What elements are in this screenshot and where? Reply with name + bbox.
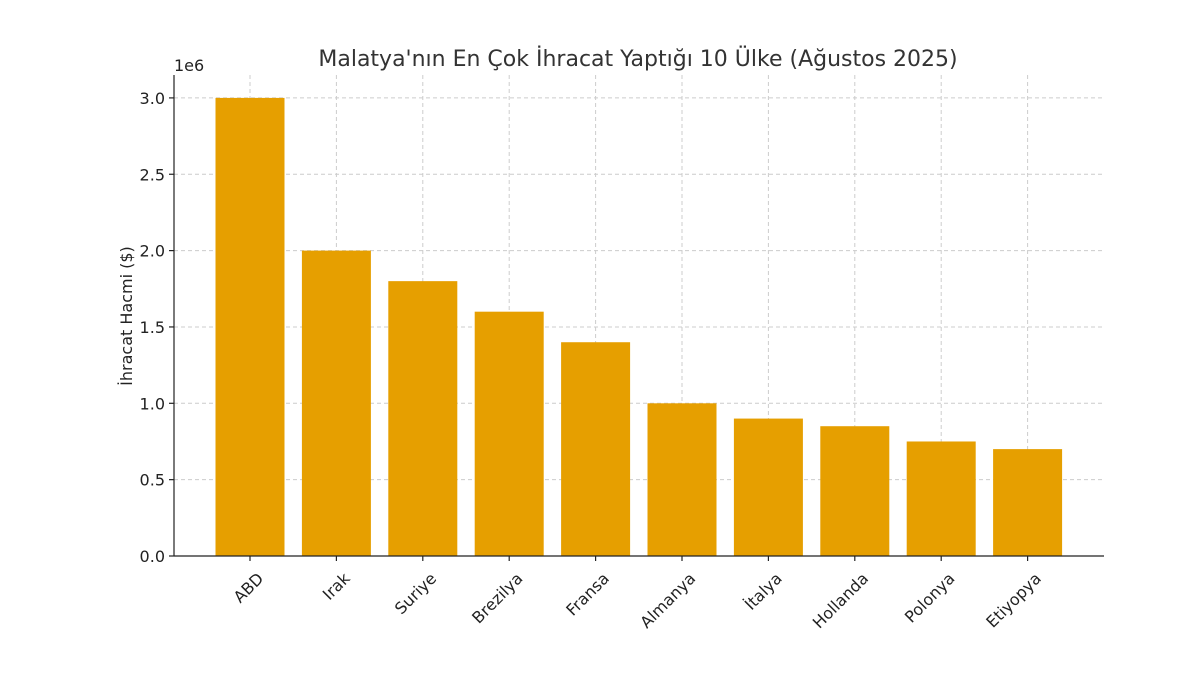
y-tick-label: 2.5 <box>140 165 165 184</box>
x-tick-label: ABD <box>230 569 268 607</box>
y-tick-label: 0.0 <box>140 547 165 566</box>
x-tick-label: Almanya <box>636 569 699 632</box>
bars <box>215 97 1063 557</box>
x-tick-label: Suriye <box>391 569 440 618</box>
x-tick-label: Etiyopya <box>982 569 1045 632</box>
axes <box>173 75 1104 557</box>
chart-title: Malatya'nın En Çok İhracat Yaptığı 10 Ül… <box>318 46 957 72</box>
y-tick-label: 1.0 <box>140 394 165 413</box>
y-axis-label: İhracat Hacmi ($) <box>117 246 136 386</box>
y-tick-label: 0.5 <box>140 471 165 490</box>
bar-2 <box>388 281 458 556</box>
x-tick-label: Brezilya <box>468 569 526 627</box>
y-tick-label: 3.0 <box>140 89 165 108</box>
bar-5 <box>647 403 717 556</box>
x-ticks: ABD Irak Suriye Brezilya Fransa Almanya İtalya… <box>230 556 1045 632</box>
bar-6 <box>733 418 803 556</box>
y-ticks: 0.0 0.5 1.0 1.5 2.0 2.5 3.0 <box>140 89 174 566</box>
bar-4 <box>561 342 631 556</box>
bar-7 <box>820 426 890 556</box>
bar-9 <box>993 449 1063 556</box>
x-tick-label: Hollanda <box>809 569 872 632</box>
bar-8 <box>906 441 976 556</box>
x-tick-label: Polonya <box>901 569 959 627</box>
y-tick-label: 2.0 <box>140 242 165 261</box>
y-tick-label: 1.5 <box>140 318 165 337</box>
x-tick-label: İtalya <box>741 569 786 614</box>
bar-1 <box>301 250 371 556</box>
x-tick-label: Fransa <box>562 569 613 620</box>
y-axis-multiplier: 1e6 <box>174 56 204 75</box>
bar-3 <box>474 311 544 556</box>
x-tick-label: Irak <box>319 568 354 603</box>
bar-0 <box>215 97 285 557</box>
